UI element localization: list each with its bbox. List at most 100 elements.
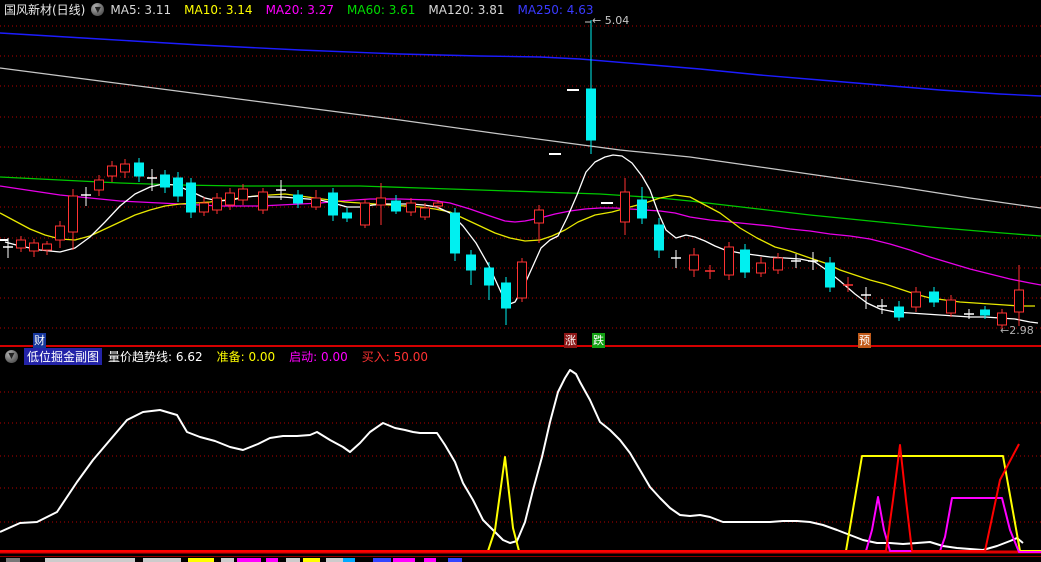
candle-down — [586, 88, 596, 141]
prepare-yellow-line — [0, 455, 1041, 552]
candle-up — [225, 192, 235, 206]
clipped-text-fragment-5 — [237, 558, 261, 562]
high-price-label: ← 5.04 — [592, 14, 630, 27]
candle-down — [391, 200, 401, 212]
candle-down — [980, 309, 990, 316]
candle-up — [997, 312, 1007, 326]
indicator-legend-item-2: 启动: 0.00 — [289, 349, 348, 364]
clipped-text-fragment-2 — [143, 558, 181, 562]
clipped-text-fragment-4 — [221, 558, 234, 562]
candle-up — [433, 202, 443, 207]
candle-up — [420, 207, 430, 218]
candle-up — [120, 163, 130, 173]
low-price-label: ←2.98 — [1000, 324, 1034, 337]
candle-up — [199, 202, 209, 213]
trend-white-line — [0, 369, 1024, 551]
clipped-text-fragment-9 — [326, 558, 345, 562]
ma250-line — [0, 32, 1041, 97]
ma-legend-item-0: MA5: 3.11 — [110, 2, 172, 17]
indicator-legend-item-3: 买入: 50.00 — [361, 349, 428, 364]
candle-down — [186, 182, 196, 213]
candle-up — [55, 225, 65, 241]
candle-down — [740, 249, 750, 273]
clipped-text-fragment-7 — [286, 558, 300, 562]
chart-tag-3: 预 — [858, 333, 871, 348]
candle-up — [911, 291, 921, 308]
sub-indicator-header: ▼ 低位掘金副图 量价趋势线: 6.62 准备: 0.00 启动: 0.00 买入: … — [0, 347, 1041, 365]
candle-down — [501, 282, 511, 309]
candle-down — [293, 194, 303, 204]
candle-up — [29, 242, 39, 252]
indicator-legend-item-0: 量价趋势线: 6.62 — [108, 349, 203, 364]
candle-up — [238, 188, 248, 201]
clipped-text-fragment-11 — [373, 558, 391, 562]
ma-legend: MA5: 3.11 MA10: 3.14 MA20: 3.27 MA60: 3.61 M… — [110, 3, 606, 17]
top-bar: 国风新材(日线) ▼ MA5: 3.11 MA10: 3.14 MA20: 3.27… — [0, 0, 1041, 19]
candle-up — [68, 195, 78, 233]
candle-down — [328, 192, 338, 216]
candle-down — [637, 199, 647, 219]
ma10-line — [0, 193, 1035, 307]
candle-up — [689, 254, 699, 271]
ma-legend-item-2: MA20: 3.27 — [265, 2, 334, 17]
candle-down — [894, 306, 904, 318]
panel-divider-bottom — [0, 556, 1041, 557]
candle-down — [654, 224, 664, 251]
candle-up — [756, 262, 766, 274]
candle-down — [929, 291, 939, 303]
chart-tag-2: 跌 — [592, 333, 605, 348]
indicator-legend-item-1: 准备: 0.00 — [216, 349, 276, 364]
candle-down — [466, 254, 476, 271]
candle-up — [376, 197, 386, 206]
ma-legend-item-5: MA250: 4.63 — [517, 2, 594, 17]
candle-up — [42, 243, 52, 251]
clipped-text-fragment-10 — [343, 558, 355, 562]
indicator-legend: 量价趋势线: 6.62 准备: 0.00 启动: 0.00 买入: 50.00 — [108, 348, 442, 365]
candle-up — [16, 239, 26, 249]
ma-legend-item-4: MA120: 3.81 — [428, 2, 505, 17]
candle-down — [825, 262, 835, 288]
clipped-text-fragment-8 — [303, 558, 320, 562]
candle-up — [534, 209, 544, 224]
candle-up — [107, 165, 117, 177]
chevron-down-icon[interactable]: ▼ — [5, 349, 18, 363]
candle-up — [212, 197, 222, 211]
candle-up — [406, 202, 416, 213]
clipped-text-fragment-14 — [448, 558, 462, 562]
candle-down — [450, 212, 460, 254]
next-panel-clipped-header — [0, 557, 1041, 562]
candle-up — [311, 197, 321, 208]
candle-up — [620, 191, 630, 223]
clipped-text-fragment-3 — [188, 558, 214, 562]
candle-down — [173, 177, 183, 197]
indicator-name-badge[interactable]: 低位掘金副图 — [24, 347, 103, 365]
candle-up — [724, 246, 734, 276]
candle-down — [342, 212, 352, 219]
ma-legend-item-3: MA60: 3.61 — [347, 2, 416, 17]
candle-up — [360, 202, 370, 226]
clipped-text-fragment-12 — [393, 558, 415, 562]
clipped-text-fragment-13 — [424, 558, 436, 562]
candle-down — [160, 174, 170, 188]
candle-up — [773, 257, 783, 271]
chart-tag-1: 涨 — [564, 333, 577, 348]
candle-up — [94, 179, 104, 191]
buy-red-line — [0, 443, 1020, 552]
candle-up — [517, 261, 527, 299]
clipped-text-fragment-0 — [6, 558, 20, 562]
chevron-down-icon[interactable]: ▼ — [91, 3, 105, 16]
candle-up — [1014, 289, 1024, 313]
panel-divider-main — [0, 345, 1041, 347]
clipped-text-fragment-6 — [266, 558, 278, 562]
clipped-text-fragment-1 — [45, 558, 135, 562]
candle-up — [258, 191, 268, 211]
ma-legend-item-1: MA10: 3.14 — [184, 2, 253, 17]
ma120-line — [0, 67, 1041, 209]
candle-down — [134, 162, 144, 177]
chart-tag-0: 财 — [33, 333, 46, 348]
stock-title: 国风新材(日线) — [4, 3, 86, 17]
candle-up — [946, 299, 956, 314]
candle-down — [484, 267, 494, 286]
